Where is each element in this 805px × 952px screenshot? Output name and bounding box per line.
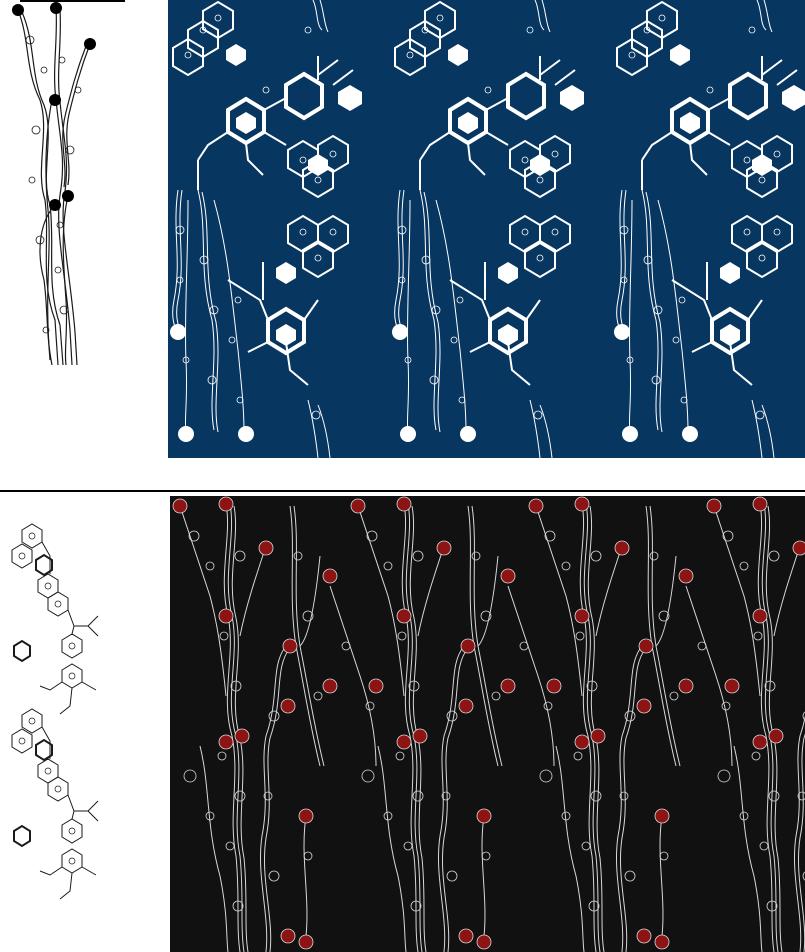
top-vine-motif [0,0,130,370]
bottom-molecule-motif [0,510,120,930]
vine-molecule-repeat [168,0,805,458]
top-left-rule [20,0,125,2]
middle-rule [0,490,805,492]
molecule-motif-drawing [11,523,99,900]
top-pattern-swatch [168,0,805,458]
vine-node [12,4,24,16]
vine-node [50,2,62,14]
bottom-pattern-swatch [170,496,805,952]
vine-node [84,38,96,50]
vine-node [49,199,61,211]
vine-node [62,190,74,202]
vine-red-node-repeat [172,496,805,952]
vine-motif-drawing [12,2,96,366]
vine-node [49,94,61,106]
